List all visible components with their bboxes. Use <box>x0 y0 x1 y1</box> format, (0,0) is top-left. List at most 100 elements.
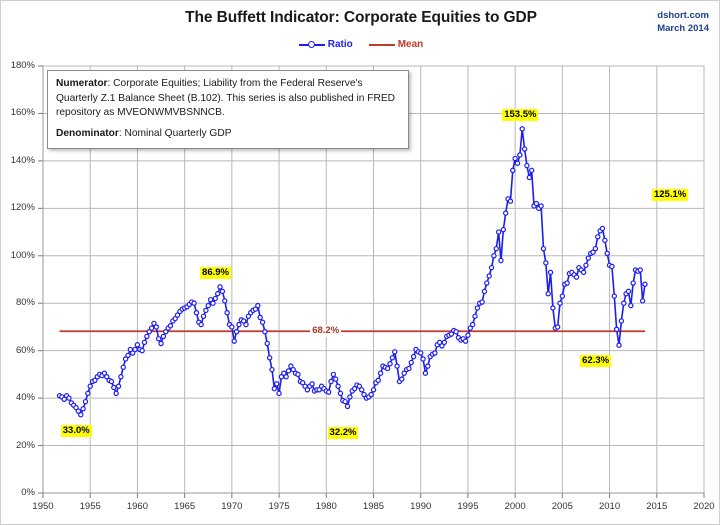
data-point-marker <box>229 324 235 330</box>
data-point-marker <box>146 328 152 335</box>
data-point-marker <box>82 398 89 405</box>
data-point-marker <box>441 339 448 346</box>
data-point-marker <box>172 315 178 322</box>
data-point-marker <box>557 300 563 306</box>
data-point-marker <box>528 167 535 174</box>
data-point-marker <box>533 200 540 207</box>
data-point-marker <box>517 152 523 158</box>
x-axis-tick-label: 1960 <box>126 501 148 512</box>
note-numerator-label: Numerator <box>56 78 108 89</box>
data-point-marker <box>616 342 622 348</box>
data-point-marker <box>92 377 98 384</box>
data-point-marker <box>467 325 473 331</box>
data-point-marker <box>255 302 261 309</box>
data-point-marker <box>288 363 294 369</box>
data-point-marker <box>387 361 393 367</box>
data-point-marker <box>113 390 119 397</box>
data-point-marker <box>408 359 414 366</box>
y-axis-tick-label: 80% <box>15 297 35 309</box>
data-point-marker <box>621 300 627 306</box>
data-point-marker <box>474 305 481 311</box>
data-point-marker <box>377 370 384 376</box>
data-point-marker <box>359 387 365 393</box>
data-point-marker <box>538 203 544 209</box>
data-point-marker <box>80 406 86 412</box>
data-point-marker <box>330 371 337 378</box>
data-point-marker <box>236 321 242 328</box>
y-axis-tick-label: 40% <box>15 392 35 404</box>
x-axis-tick-label: 2020 <box>693 501 715 512</box>
data-point-marker <box>212 295 219 302</box>
legend-swatch-mean <box>368 40 395 50</box>
x-axis-tick-label: 1985 <box>362 501 385 512</box>
data-point-marker <box>481 288 488 295</box>
data-point-marker <box>599 225 606 232</box>
data-point-marker <box>554 324 561 330</box>
data-point-marker <box>370 387 377 393</box>
data-point-marker <box>122 356 129 362</box>
data-point-marker <box>559 293 566 299</box>
data-point-marker <box>540 245 547 252</box>
data-point-marker <box>500 226 507 233</box>
data-point-marker <box>200 313 207 319</box>
data-point-callout: 86.9% <box>200 266 231 279</box>
data-point-marker <box>266 355 273 361</box>
data-point-callout: 153.5% <box>502 108 539 121</box>
x-axis-tick-label: 1995 <box>457 501 479 512</box>
data-point-marker <box>524 162 530 169</box>
data-point-marker <box>144 333 150 340</box>
data-point-marker <box>240 318 247 324</box>
data-point-marker <box>550 305 556 311</box>
data-point-marker <box>604 250 610 257</box>
data-point-marker <box>153 324 160 330</box>
data-point-marker <box>304 387 311 393</box>
data-point-marker <box>521 146 528 152</box>
y-axis-tick-label: 0% <box>21 487 35 498</box>
data-point-marker <box>115 383 122 389</box>
data-point-marker <box>134 342 141 348</box>
data-point-marker <box>151 320 157 327</box>
x-axis-tick-label: 1970 <box>221 501 243 512</box>
y-axis-tick-label: 120% <box>10 202 35 214</box>
chart-legend: Ratio Mean <box>1 39 720 50</box>
data-point-marker <box>512 155 518 162</box>
data-point-marker <box>609 263 615 270</box>
data-point-marker <box>130 350 136 356</box>
data-point-marker <box>486 273 492 279</box>
data-point-marker <box>432 350 438 356</box>
data-point-marker <box>87 383 93 389</box>
data-point-marker <box>389 355 396 361</box>
y-axis-tick-label: 140% <box>10 154 35 166</box>
data-point-marker <box>252 306 259 312</box>
data-point-marker <box>222 298 228 304</box>
data-point-marker <box>488 264 495 271</box>
x-axis-tick-label: 2000 <box>504 501 526 512</box>
data-point-marker <box>281 370 287 376</box>
y-axis-tick-label: 160% <box>10 107 35 119</box>
data-point-marker <box>219 288 226 295</box>
data-point-marker <box>193 310 200 316</box>
x-axis-tick-label: 2005 <box>551 501 573 512</box>
data-point-marker <box>203 307 209 314</box>
data-point-marker <box>642 281 648 287</box>
data-point-marker <box>384 365 391 372</box>
data-point-marker <box>283 374 289 380</box>
data-point-marker <box>613 326 620 333</box>
data-point-marker <box>61 396 67 402</box>
source-note-box: Numerator: Corporate Equities; Liability… <box>47 70 409 149</box>
mean-value-label: 68.2% <box>310 325 342 338</box>
note-numerator-text: : Corporate Equities; Liability from the… <box>56 78 395 118</box>
x-axis-tick-label: 1975 <box>268 501 290 512</box>
data-point-marker <box>333 376 339 382</box>
data-point-marker <box>174 312 181 318</box>
data-point-marker <box>104 374 110 380</box>
data-point-marker <box>602 237 608 244</box>
data-point-marker <box>498 257 504 264</box>
data-point-marker <box>484 280 490 286</box>
data-point-marker <box>519 126 525 132</box>
x-axis-tick-label: 1990 <box>410 501 432 512</box>
legend-item-ratio: Ratio <box>298 39 353 50</box>
data-point-marker <box>342 398 348 405</box>
data-point-marker <box>335 383 341 389</box>
legend-label-ratio: Ratio <box>327 39 353 50</box>
